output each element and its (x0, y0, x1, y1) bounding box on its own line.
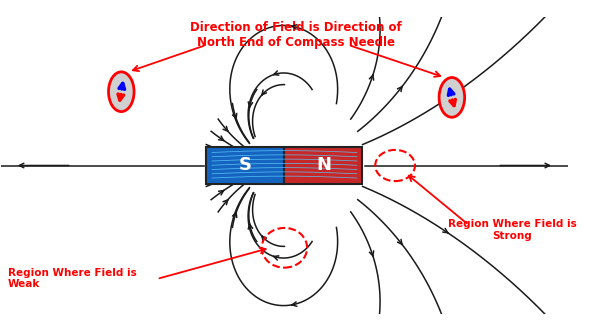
Text: S: S (239, 157, 252, 174)
Ellipse shape (439, 77, 465, 117)
Bar (285, 147, 362, 184)
Text: Region Where Field is
Strong: Region Where Field is Strong (447, 219, 576, 241)
Bar (207, 147, 285, 184)
Ellipse shape (108, 72, 134, 112)
Text: Direction of Field is Direction of
North End of Compass Needle: Direction of Field is Direction of North… (190, 21, 402, 49)
Text: N: N (316, 157, 331, 174)
Text: Region Where Field is
Weak: Region Where Field is Weak (8, 268, 137, 289)
